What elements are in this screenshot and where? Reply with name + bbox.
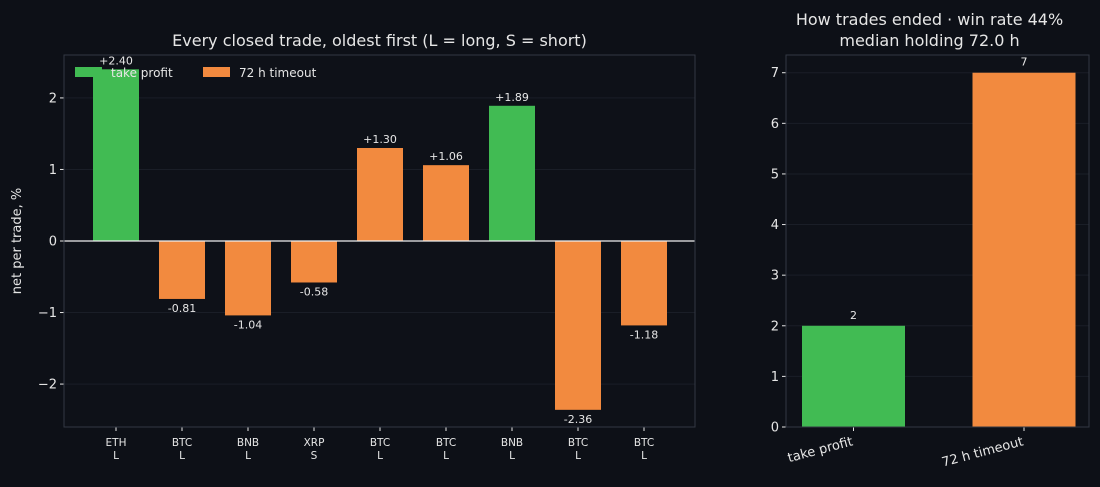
outcome-y-tick-label: 4 [771, 218, 779, 233]
trades-x-tick-symbol: BNB [501, 437, 523, 449]
trade-data-label: -0.58 [300, 285, 328, 298]
trades-x-tick-symbol: BTC [436, 437, 456, 449]
outcome-bar [802, 325, 905, 427]
trade-bar [489, 105, 535, 242]
outcome-chart-subtitle: median holding 72.0 h [839, 31, 1019, 50]
outcome-bars [802, 72, 1076, 427]
trade-bar [357, 148, 403, 241]
outcome-y-tick-label: 5 [771, 167, 779, 182]
trades-x-tick-symbol: XRP [304, 437, 325, 449]
outcome-plot-frame [785, 54, 1090, 428]
trade-data-label: +2.40 [99, 54, 133, 67]
trade-bar [159, 241, 205, 299]
outcome-data-labels: 27 [850, 56, 1028, 322]
trades-x-tick-side: L [443, 450, 449, 462]
trades-y-ticks: −2 −1 0 1 2 [38, 91, 64, 393]
trade-bar [621, 241, 667, 326]
legend-label-timeout: 72 h timeout [239, 66, 317, 80]
trades-y-tick-label: −2 [38, 378, 57, 393]
trades-x-tick-side: S [311, 450, 318, 462]
outcome-data-label: 2 [850, 309, 857, 322]
trade-data-label: -0.81 [168, 302, 196, 315]
trades-bars [93, 69, 667, 410]
trades-chart-title: Every closed trade, oldest first (L = lo… [172, 31, 587, 50]
trade-data-label: +1.30 [363, 133, 397, 146]
trades-y-tick-label: −1 [38, 306, 57, 321]
outcome-chart-title: How trades ended · win rate 44% [796, 10, 1063, 29]
trades-x-tick-side: L [509, 450, 515, 462]
outcome-y-tick-label: 0 [771, 421, 779, 436]
trades-x-tick-symbol: BTC [172, 437, 192, 449]
trades-x-tick-symbol: BNB [237, 437, 259, 449]
trades-x-tick-symbol: BTC [634, 437, 654, 449]
outcome-y-tick-label: 1 [771, 370, 779, 385]
outcome-y-tick-label: 6 [771, 117, 779, 132]
outcome-y-tick-label: 2 [771, 319, 779, 334]
trades-legend: take profit 72 h timeout [75, 66, 317, 80]
legend-swatch-timeout [203, 67, 230, 77]
trade-bar [93, 69, 139, 241]
outcome-y-tick-label: 7 [771, 66, 779, 81]
trades-y-tick-label: 0 [49, 235, 57, 250]
trade-data-label: -2.36 [564, 413, 592, 426]
outcome-data-label: 7 [1021, 56, 1028, 69]
trades-x-tick-side: L [641, 450, 647, 462]
trades-y-tick-label: 2 [49, 91, 57, 106]
trades-x-tick-side: L [575, 450, 581, 462]
trades-y-axis-label: net per trade, % [10, 188, 25, 294]
trades-x-tick-symbol: BTC [370, 437, 390, 449]
trades-x-tick-side: L [245, 450, 251, 462]
trade-data-label: +1.06 [429, 150, 463, 163]
trades-x-tick-symbol: BTC [568, 437, 588, 449]
trades-x-tick-symbol: ETH [106, 437, 127, 449]
outcome-bar [972, 72, 1076, 427]
trades-chart: +2.40 -0.81 -1.04 -0.58 +1.30 +1.06 +1.89 -2.36… [10, 31, 696, 462]
outcome-y-ticks: 0 1 2 3 4 5 6 7 [771, 66, 786, 436]
trade-bar [225, 241, 271, 316]
legend-swatch-take-profit [75, 67, 102, 77]
outcome-y-tick-label: 3 [771, 269, 779, 284]
trade-data-label: +1.89 [495, 91, 529, 104]
trade-data-label: -1.04 [234, 318, 262, 331]
trades-x-tick-side: L [113, 450, 119, 462]
trade-data-label: -1.18 [630, 328, 658, 341]
trade-bar [423, 165, 469, 241]
trades-x-tick-side: L [179, 450, 185, 462]
legend-label-take-profit: take profit [111, 66, 173, 80]
trades-x-tick-side: L [377, 450, 383, 462]
trades-plot-frame [63, 54, 696, 428]
trades-data-labels: +2.40 -0.81 -1.04 -0.58 +1.30 +1.06 +1.89 -2.36… [99, 54, 658, 426]
trade-bar [291, 241, 337, 283]
trade-bar [555, 241, 601, 410]
trades-y-tick-label: 1 [49, 163, 57, 178]
